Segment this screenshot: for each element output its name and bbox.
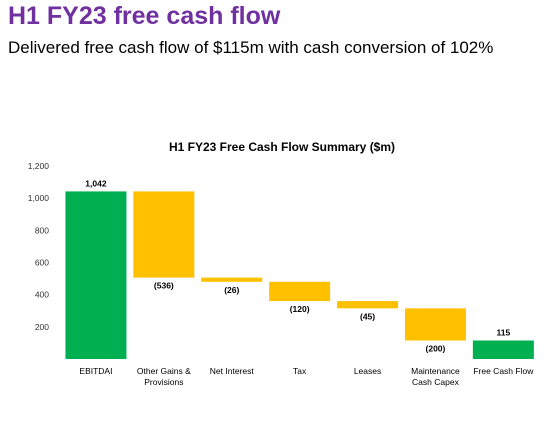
category-label: Tax (293, 366, 307, 376)
category-label: Other Gains & (137, 366, 191, 376)
bar-leases (337, 301, 399, 309)
data-label: (45) (360, 311, 375, 321)
y-tick-label: 1,200 (28, 161, 50, 171)
bar-free-cash-flow (472, 340, 534, 359)
data-label: (200) (426, 344, 446, 354)
data-label: (536) (154, 281, 174, 291)
data-label: (120) (290, 304, 310, 314)
chart-title: H1 FY23 Free Cash Flow Summary ($m) (169, 140, 395, 154)
category-label: Maintenance (411, 366, 460, 376)
bar-net-interest (201, 277, 263, 282)
data-label: 115 (496, 328, 510, 338)
category-label: EBITDAI (79, 366, 112, 376)
category-label: Free Cash Flow (473, 366, 534, 376)
category-label: Cash Capex (412, 377, 460, 387)
bars-group (65, 191, 534, 359)
category-label: Net Interest (210, 366, 255, 376)
bar-maintenance-cash-capex (404, 308, 466, 341)
y-tick-label: 200 (35, 322, 49, 332)
y-tick-label: 400 (35, 290, 49, 300)
bar-tax (269, 281, 331, 302)
slide-title: H1 FY23 free cash flow (8, 2, 281, 30)
slide-subtitle: Delivered free cash flow of $115m with c… (8, 38, 494, 57)
bar-other-gains-provisions (133, 191, 195, 278)
y-tick-label: 600 (35, 258, 49, 268)
y-tick-label: 1,000 (28, 193, 50, 203)
bar-ebitdai (65, 191, 127, 359)
data-labels-group: 1,042 (536) (26) (120) (45) (200) 115 (85, 178, 510, 353)
category-label: Leases (354, 366, 381, 376)
data-label: 1,042 (85, 178, 107, 188)
y-tick-label: 800 (35, 225, 49, 235)
category-labels-group: EBITDAI Other Gains &Provisions Net Intere… (79, 366, 534, 387)
y-axis: 200 400 600 800 1,000 1,200 (28, 161, 50, 332)
category-label: Provisions (144, 377, 183, 387)
data-label: (26) (224, 285, 239, 295)
